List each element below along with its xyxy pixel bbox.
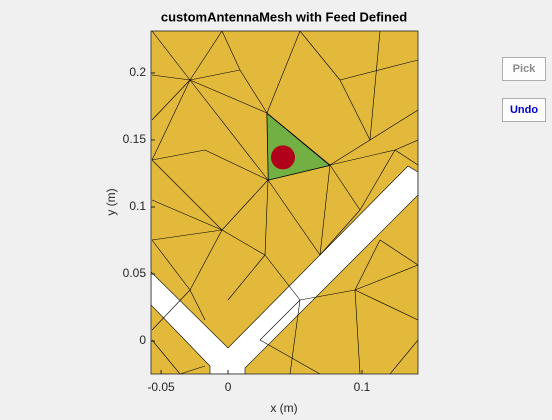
pick-button[interactable]: Pick (502, 57, 546, 81)
x-tick-label: -0.05 (147, 380, 175, 394)
y-axis-label: y (m) (104, 188, 118, 215)
feed-point (270, 145, 295, 170)
mesh (151, 31, 418, 374)
y-tick-label: 0.2 (129, 65, 146, 79)
x-tick-label: 0 (225, 380, 232, 394)
chart-title: customAntennaMesh with Feed Defined (161, 9, 407, 24)
x-tick-label: 0.1 (354, 380, 371, 394)
antenna-gap (151, 165, 418, 374)
y-tick-label: 0 (139, 333, 146, 347)
y-tick-label: 0.05 (123, 266, 147, 280)
undo-button[interactable]: Undo (502, 98, 546, 122)
axes-box (150, 30, 419, 375)
y-tick-label: 0.15 (123, 132, 147, 146)
x-axis-label: x (m) (270, 401, 297, 415)
y-tick-label: 0.1 (129, 199, 146, 213)
